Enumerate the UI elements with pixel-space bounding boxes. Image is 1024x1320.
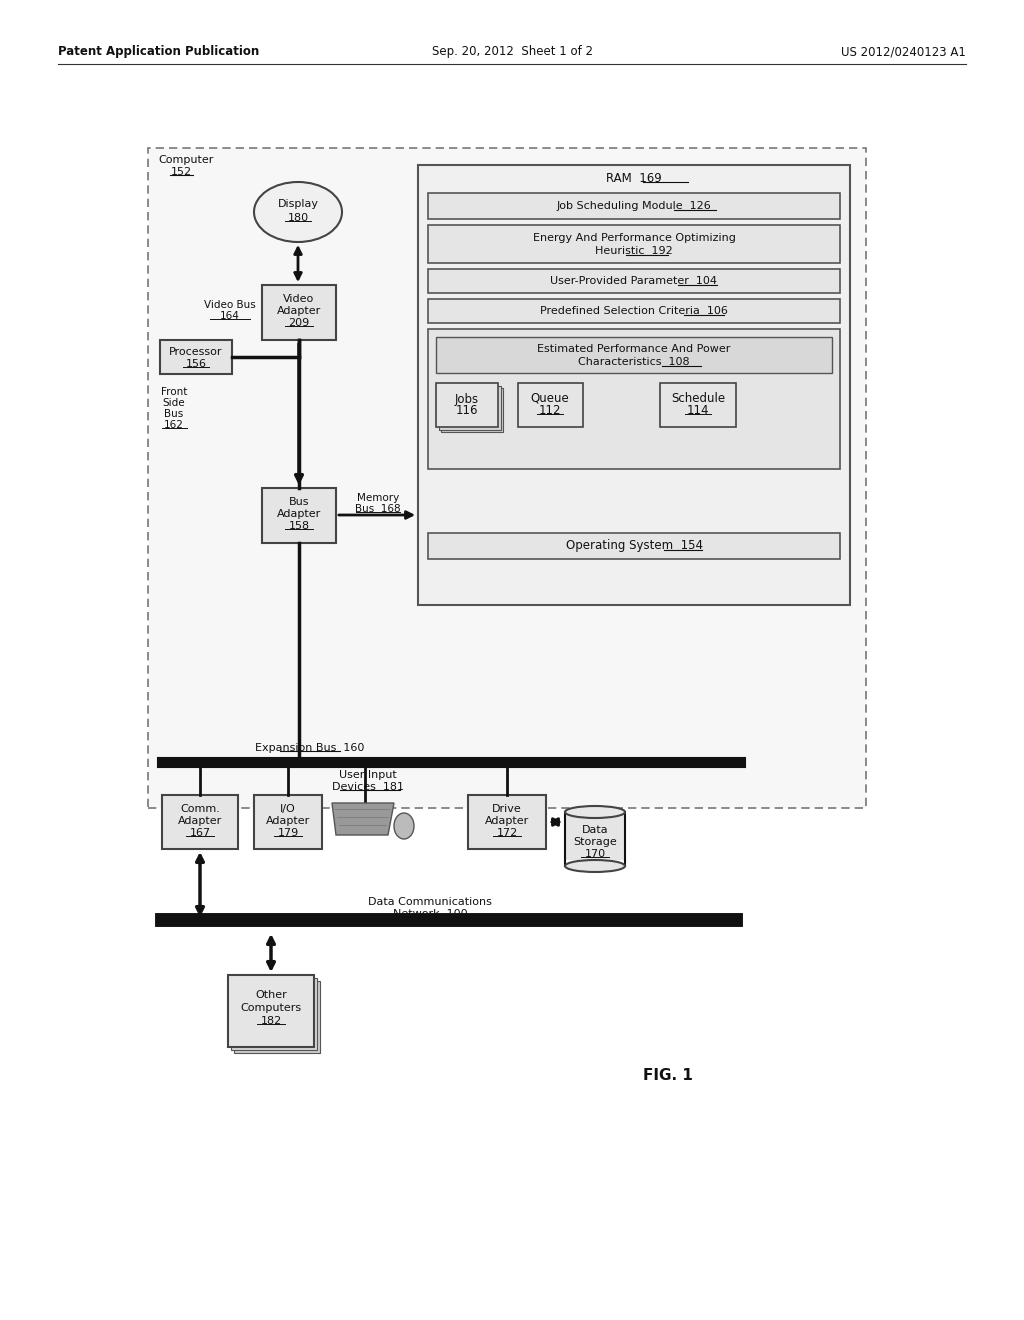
Text: 172: 172 <box>497 828 517 838</box>
Text: Bus: Bus <box>289 498 309 507</box>
Ellipse shape <box>565 807 625 818</box>
Bar <box>148 148 866 808</box>
Polygon shape <box>332 803 394 836</box>
Bar <box>660 383 736 426</box>
Text: Data: Data <box>582 825 608 836</box>
Text: Video Bus: Video Bus <box>204 300 256 310</box>
Text: Comm.: Comm. <box>180 804 220 814</box>
Text: 170: 170 <box>585 849 605 859</box>
Text: Jobs: Jobs <box>455 392 479 405</box>
Text: I/O: I/O <box>281 804 296 814</box>
Bar <box>160 341 232 374</box>
Bar <box>428 533 840 558</box>
Text: 116: 116 <box>456 404 478 417</box>
Text: 114: 114 <box>687 404 710 417</box>
Text: Expansion Bus  160: Expansion Bus 160 <box>255 743 365 752</box>
Text: Adapter: Adapter <box>485 816 529 826</box>
Text: Display: Display <box>278 199 318 209</box>
Text: Characteristics  108: Characteristics 108 <box>579 356 690 367</box>
Bar <box>228 975 314 1047</box>
Text: Computers: Computers <box>241 1003 301 1012</box>
Bar <box>439 385 501 430</box>
Text: Operating System  154: Operating System 154 <box>565 540 702 553</box>
Text: Computer: Computer <box>159 154 214 165</box>
Ellipse shape <box>394 813 414 840</box>
Text: Sep. 20, 2012  Sheet 1 of 2: Sep. 20, 2012 Sheet 1 of 2 <box>431 45 593 58</box>
Text: 162: 162 <box>164 420 184 430</box>
Ellipse shape <box>565 861 625 873</box>
Text: 112: 112 <box>539 404 561 417</box>
Text: 182: 182 <box>260 1016 282 1026</box>
Text: Predefined Selection Criteria  106: Predefined Selection Criteria 106 <box>540 306 728 315</box>
Text: Adapter: Adapter <box>276 510 322 519</box>
Bar <box>162 795 238 849</box>
Text: Schedule: Schedule <box>671 392 725 404</box>
Text: Drive: Drive <box>493 804 522 814</box>
Bar <box>436 383 498 426</box>
Text: RAM  169: RAM 169 <box>606 172 662 185</box>
Bar <box>254 795 322 849</box>
Bar <box>418 165 850 605</box>
Text: Estimated Performance And Power: Estimated Performance And Power <box>538 345 731 354</box>
Text: 209: 209 <box>289 318 309 327</box>
Text: User-Provided Parameter  104: User-Provided Parameter 104 <box>551 276 718 286</box>
Bar <box>428 329 840 469</box>
Text: 164: 164 <box>220 312 240 321</box>
Text: Job Scheduling Module  126: Job Scheduling Module 126 <box>557 201 712 211</box>
Text: US 2012/0240123 A1: US 2012/0240123 A1 <box>841 45 966 58</box>
Text: User Input: User Input <box>339 770 397 780</box>
Text: Heuristic  192: Heuristic 192 <box>595 246 673 256</box>
Text: 167: 167 <box>189 828 211 838</box>
Text: 156: 156 <box>185 359 207 370</box>
Bar <box>436 337 831 374</box>
Text: Side: Side <box>163 399 185 408</box>
Text: Adapter: Adapter <box>276 306 322 315</box>
Bar <box>565 812 625 861</box>
Text: Storage: Storage <box>573 837 616 847</box>
Bar <box>441 388 503 432</box>
Text: 179: 179 <box>278 828 299 838</box>
Text: Adapter: Adapter <box>178 816 222 826</box>
Bar <box>428 269 840 293</box>
Text: Video: Video <box>284 294 314 304</box>
Text: Front: Front <box>161 387 187 397</box>
Text: Bus  168: Bus 168 <box>355 504 400 513</box>
Text: Devices  181: Devices 181 <box>332 781 404 792</box>
Text: Bus: Bus <box>165 409 183 418</box>
Text: 180: 180 <box>288 213 308 223</box>
Text: Network  100: Network 100 <box>392 909 467 919</box>
Bar <box>231 978 317 1049</box>
Text: 158: 158 <box>289 521 309 531</box>
Text: Energy And Performance Optimizing: Energy And Performance Optimizing <box>532 234 735 243</box>
Bar <box>428 193 840 219</box>
Bar <box>468 795 546 849</box>
Text: Patent Application Publication: Patent Application Publication <box>58 45 259 58</box>
Bar <box>428 224 840 263</box>
Text: Processor: Processor <box>169 347 223 356</box>
Text: Data Communications: Data Communications <box>368 898 492 907</box>
Text: Other: Other <box>255 990 287 1001</box>
Text: Queue: Queue <box>530 392 569 404</box>
Ellipse shape <box>254 182 342 242</box>
Text: Adapter: Adapter <box>266 816 310 826</box>
Bar <box>428 300 840 323</box>
Bar <box>262 285 336 341</box>
Text: FIG. 1: FIG. 1 <box>643 1068 693 1082</box>
Text: Memory: Memory <box>357 492 399 503</box>
Bar <box>518 383 583 426</box>
Bar <box>262 488 336 543</box>
Text: 152: 152 <box>170 168 191 177</box>
Bar <box>234 981 319 1053</box>
